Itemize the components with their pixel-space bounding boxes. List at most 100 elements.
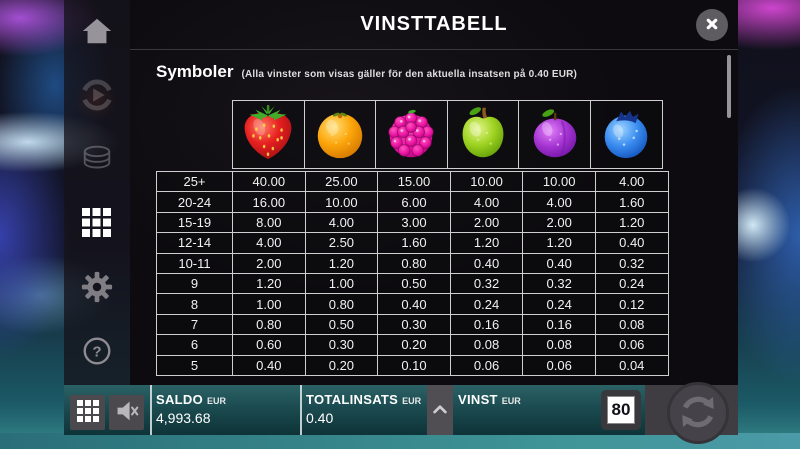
game-logo-button[interactable]: 80 [601, 390, 641, 430]
payout-value-cell: 0.12 [594, 293, 669, 315]
spin-refresh-icon [674, 388, 722, 439]
payout-value-cell: 0.10 [377, 354, 451, 376]
payout-value-cell: 1.60 [594, 191, 669, 213]
title-divider [130, 49, 738, 50]
chevron-up-icon [430, 400, 450, 421]
spin-button[interactable] [667, 382, 729, 444]
home-button[interactable] [64, 0, 130, 64]
paytable-row: 5 0.40 0.20 0.10 0.06 0.06 0.04 [156, 354, 669, 376]
vinst-label: VINST [458, 392, 498, 407]
payout-value-cell: 0.20 [304, 354, 379, 376]
totalinsats-value: 0.40 [306, 410, 334, 426]
raspberry-icon [380, 101, 442, 168]
symbol-plum [518, 100, 591, 169]
payout-value-cell: 0.60 [232, 334, 306, 356]
paytable-values: 25+ 40.00 25.00 15.00 10.00 10.00 4.00 20-24 16.… [156, 170, 669, 376]
paytable-row: 25+ 40.00 25.00 15.00 10.00 10.00 4.00 [156, 170, 669, 193]
help-icon: ? [80, 334, 114, 371]
payout-value-cell: 16.00 [232, 191, 306, 213]
payout-value-cell: 0.08 [594, 313, 669, 336]
payout-value-cell: 1.20 [594, 211, 669, 234]
strawberry-icon [237, 101, 299, 168]
payout-value-cell: 15.00 [377, 170, 451, 193]
menu-grid-button-bar[interactable] [70, 395, 105, 430]
payout-value-cell: 0.32 [449, 272, 524, 295]
symbol-orange [303, 100, 377, 169]
paytable-body: 25+ 40.00 25.00 15.00 10.00 10.00 4.00 20-24 16.… [156, 170, 669, 376]
symbol-raspberry [375, 100, 448, 169]
symbol-apple [446, 100, 520, 169]
payout-value-cell: 4.00 [522, 191, 596, 213]
bottom-bar: SALDO EUR 4,993.68 TOTALINSATS EUR 0.40 … [64, 382, 738, 444]
payout-value-cell: 0.40 [522, 252, 596, 274]
saldo-currency: EUR [207, 396, 227, 406]
vinst-stat: VINST EUR [458, 392, 521, 410]
symbol-blueberry [589, 100, 663, 169]
totalinsats-stat: TOTALINSATS EUR 0.40 [306, 392, 421, 426]
paytable-row: 9 1.20 1.00 0.50 0.32 0.32 0.24 [156, 272, 669, 295]
payout-value-cell: 8.00 [232, 211, 306, 234]
payout-value-cell: 0.32 [522, 272, 596, 295]
payout-value-cell: 4.00 [232, 232, 306, 254]
saldo-value: 4,993.68 [156, 410, 211, 426]
payout-value-cell: 0.30 [304, 334, 379, 356]
symbol-count-cell: 10-11 [156, 252, 233, 274]
payout-value-cell: 0.06 [594, 334, 669, 356]
payout-value-cell: 0.40 [594, 232, 669, 254]
scrollbar-thumb[interactable] [727, 55, 731, 118]
paytable-row: 20-24 16.00 10.00 6.00 4.00 4.00 1.60 [156, 191, 669, 213]
symbol-count-cell: 15-19 [156, 211, 233, 234]
payout-value-cell: 0.50 [304, 313, 379, 336]
payout-value-cell: 2.00 [522, 211, 596, 234]
paytable-row: 15-19 8.00 4.00 3.00 2.00 2.00 1.20 [156, 211, 669, 234]
paytable-row: 10-11 2.00 1.20 0.80 0.40 0.40 0.32 [156, 252, 669, 274]
payout-value-cell: 0.06 [449, 354, 524, 376]
vinst-currency: EUR [501, 396, 521, 406]
plum-icon [524, 101, 586, 168]
game-logo-80: 80 [607, 396, 635, 424]
payout-value-cell: 0.40 [449, 252, 524, 274]
payout-value-cell: 4.00 [594, 170, 669, 193]
payout-value-cell: 0.08 [522, 334, 596, 356]
help-button[interactable]: ? [64, 320, 130, 384]
symbol-count-cell: 20-24 [156, 191, 233, 213]
menu-grid-button[interactable] [64, 192, 130, 256]
payout-value-cell: 0.20 [377, 334, 451, 356]
payout-value-cell: 0.32 [594, 252, 669, 274]
symbols-heading: Symboler [156, 62, 234, 81]
mute-button[interactable] [109, 395, 144, 430]
settings-button[interactable] [64, 256, 130, 320]
symbol-count-cell: 25+ [156, 170, 233, 193]
payout-value-cell: 0.50 [377, 272, 451, 295]
symbols-note: (Alla vinster som visas gäller för den a… [241, 69, 578, 80]
symbol-count-cell: 5 [156, 354, 233, 376]
sidebar: ? [64, 0, 130, 385]
payout-value-cell: 1.00 [232, 293, 306, 315]
payout-value-cell: 0.16 [522, 313, 596, 336]
coins-icon [80, 142, 114, 179]
payout-value-cell: 10.00 [522, 170, 596, 193]
background-reel-strip [0, 433, 800, 449]
payout-value-cell: 1.20 [304, 252, 379, 274]
payout-value-cell: 6.00 [377, 191, 451, 213]
apple-icon [452, 101, 514, 168]
totalinsats-currency: EUR [402, 396, 422, 406]
payout-value-cell: 0.04 [594, 354, 669, 376]
payout-value-cell: 0.16 [449, 313, 524, 336]
paytable-symbols-row [232, 100, 669, 169]
paytable-panel: VINSTTABELL Symboler (Alla vinster som v… [130, 0, 738, 385]
page-title: VINSTTABELL [360, 13, 508, 35]
payout-value-cell: 4.00 [449, 191, 524, 213]
payout-value-cell: 0.40 [232, 354, 306, 376]
close-button[interactable] [696, 9, 728, 41]
replay-button[interactable] [64, 64, 130, 128]
payout-value-cell: 4.00 [304, 211, 379, 234]
coins-button[interactable] [64, 128, 130, 192]
payout-value-cell: 2.00 [232, 252, 306, 274]
mute-icon [115, 399, 139, 426]
grid-menu-icon [82, 207, 112, 241]
bet-expand-button[interactable] [427, 385, 453, 435]
svg-text:?: ? [92, 343, 101, 360]
bar-divider [300, 385, 302, 435]
